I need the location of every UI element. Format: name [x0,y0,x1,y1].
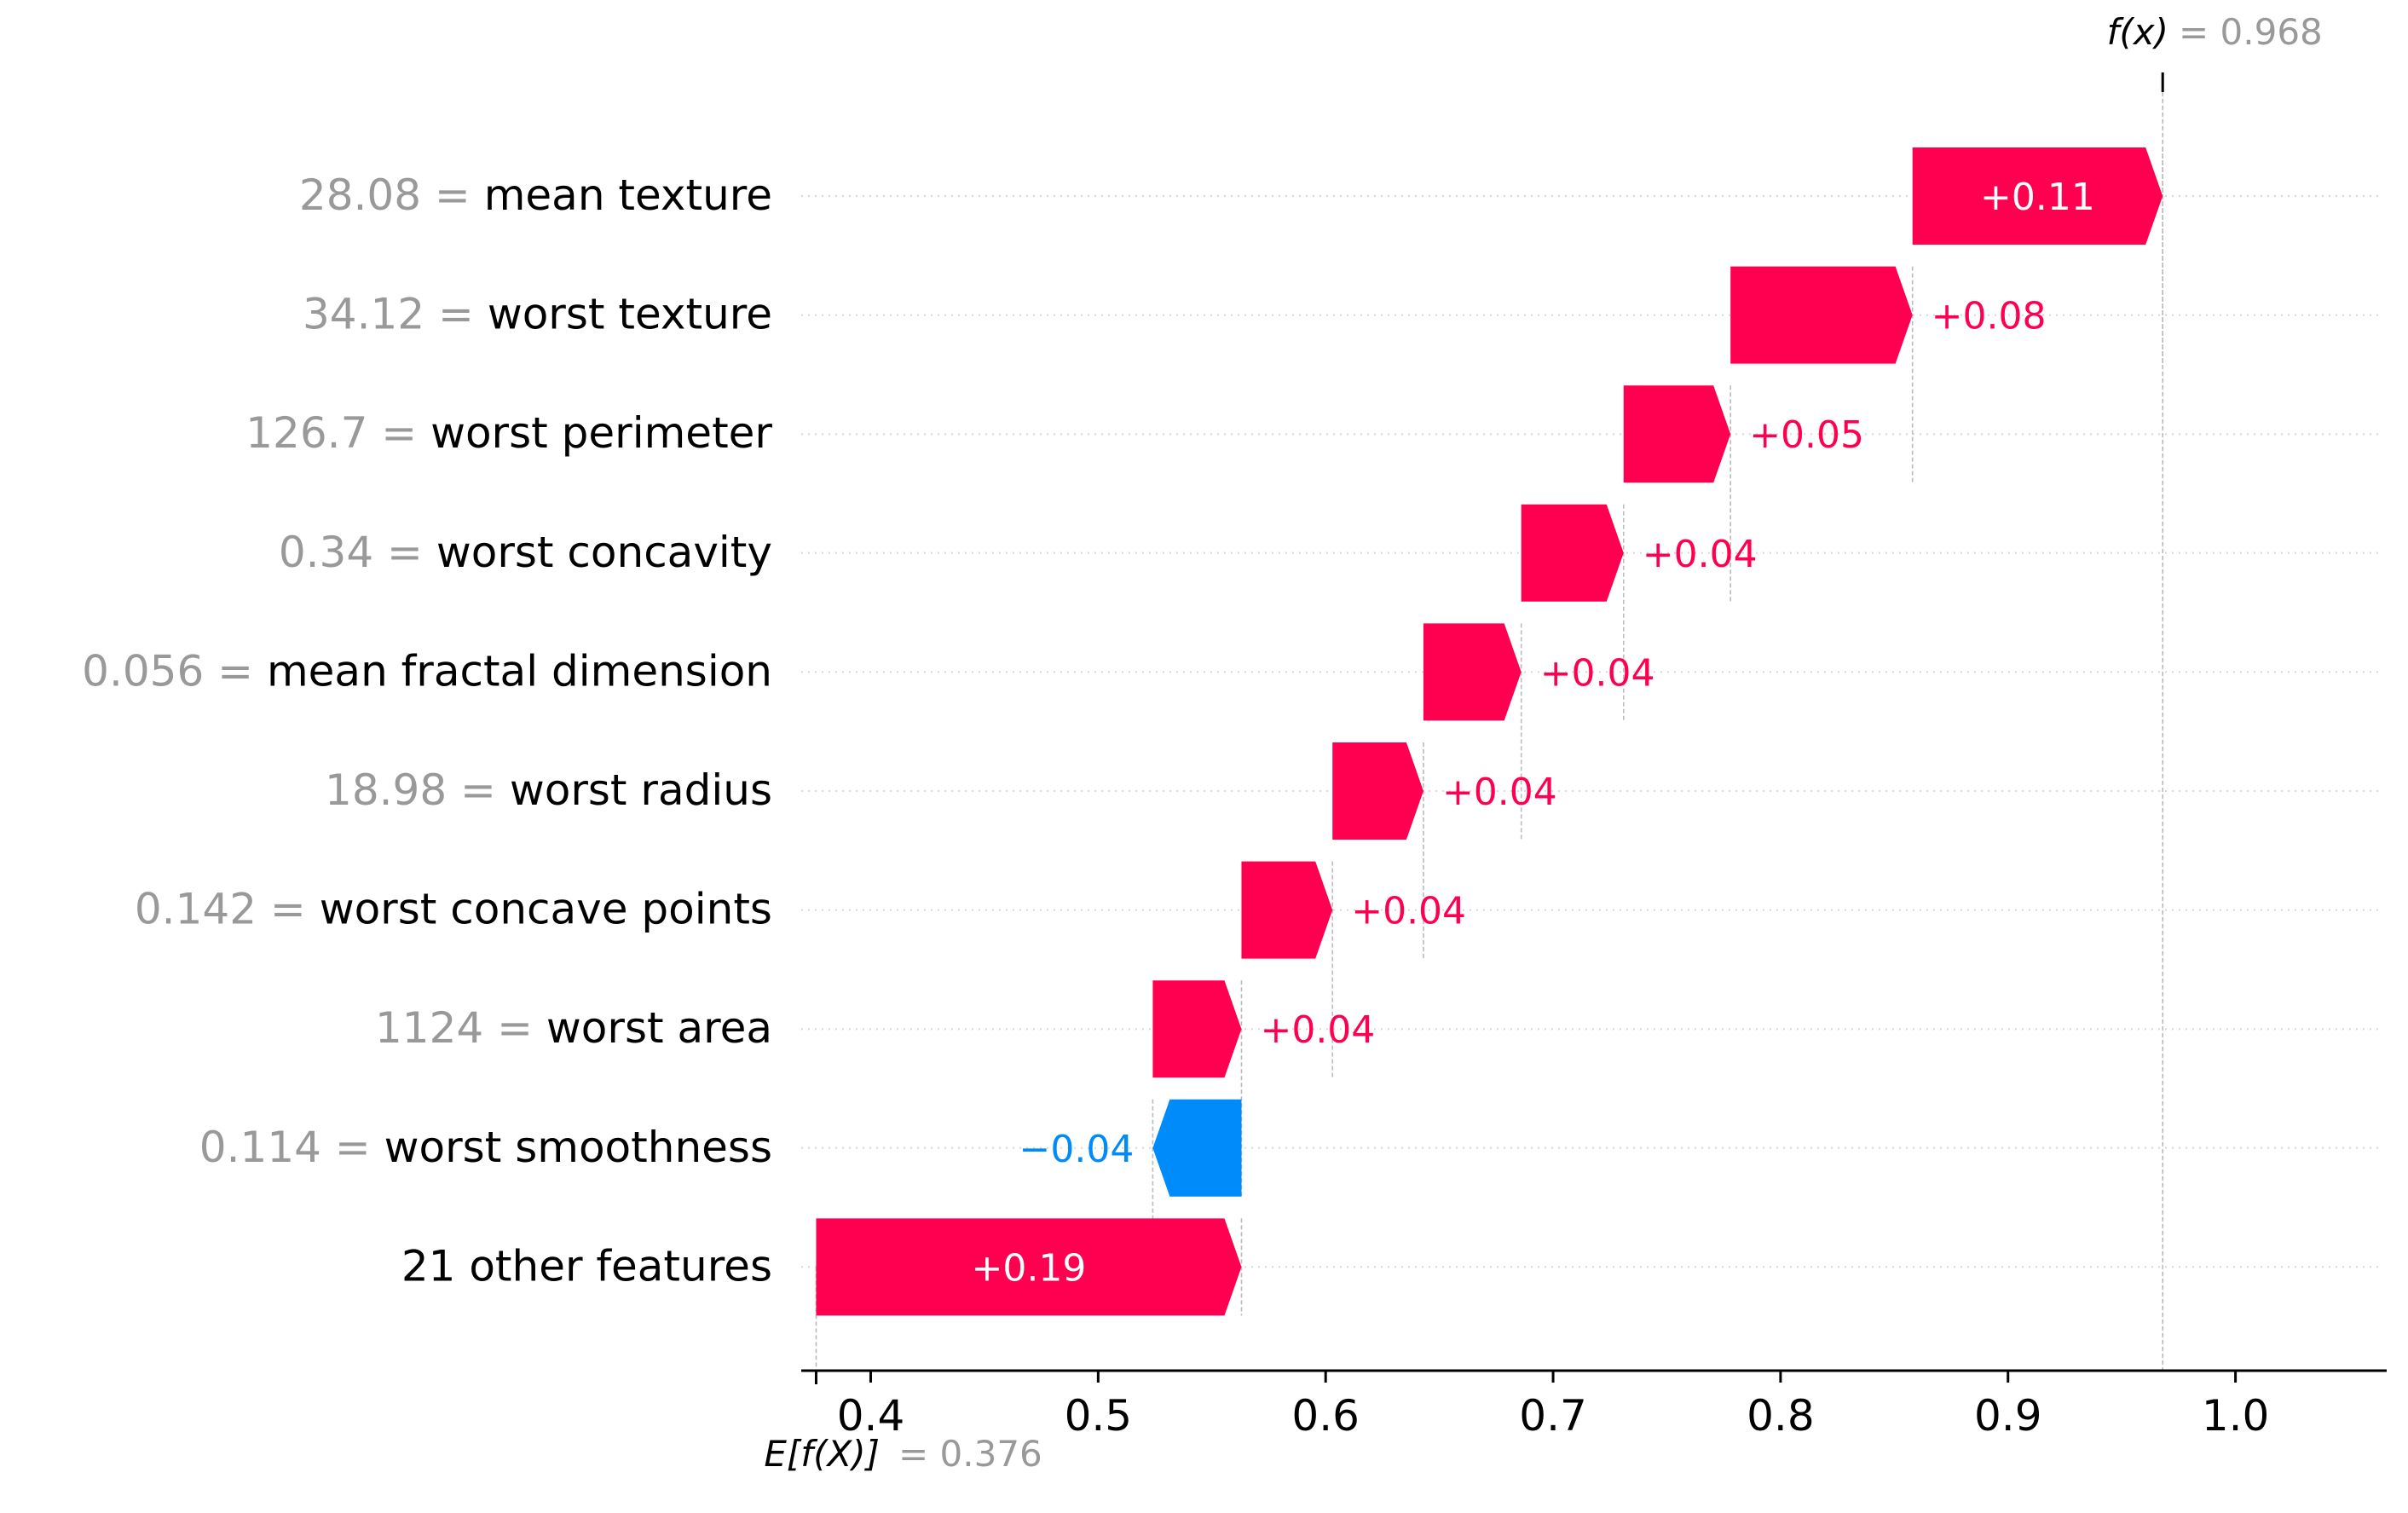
feature-name: worst texture [488,290,772,339]
contribution-labels: +0.11 +0.08 +0.05 +0.04 +0.04 +0.04 +0.04 +0.04… [972,176,2095,1290]
feature-label: 0.056 = mean fractal dimension [82,646,772,696]
feature-name: worst smoothness [384,1123,772,1172]
feature-name: mean texture [484,170,772,220]
feature-label: 21 other features [401,1241,772,1291]
contribution-label: −0.04 [1019,1128,1135,1171]
feature-label: 1124 = worst area [375,1003,772,1053]
waterfall-bar [1912,147,2163,245]
feature-name: worst concave points [320,885,772,934]
contribution-label: +0.04 [1260,1008,1375,1052]
feature-name: worst radius [510,765,772,815]
feature-value: 0.056 = [82,646,267,696]
feature-name: worst area [546,1003,772,1053]
feature-label: 126.7 = worst perimeter [245,408,772,458]
x-tick-label: 0.7 [1519,1391,1587,1441]
feature-name: mean fractal dimension [267,646,772,696]
waterfall-bar [1332,742,1423,840]
contribution-bars [816,147,2163,1316]
contribution-label: +0.04 [1442,771,1557,814]
feature-labels: 28.08 = mean texture 34.12 = worst textur… [82,170,772,1291]
connector-lines [815,78,2164,1371]
x-tick-label: 0.5 [1065,1391,1133,1441]
x-tick-label: 0.9 [1974,1391,2042,1441]
feature-label: 0.34 = worst concavity [279,528,772,577]
contribution-label: +0.19 [972,1246,1087,1290]
row-gridlines [801,195,2380,1268]
feature-value: 0.142 = [135,885,320,934]
contribution-label: +0.11 [1980,176,2095,219]
waterfall-bar [1152,1099,1242,1197]
contribution-label: +0.08 [1932,295,2047,338]
contribution-label: +0.04 [1643,533,1758,576]
waterfall-bar [1423,623,1522,721]
waterfall-bar [1730,266,1913,364]
feature-label: 34.12 = worst texture [303,290,772,339]
base-value-number: = 0.376 [898,1433,1042,1475]
feature-value: 28.08 = [299,170,484,220]
base-value-symbol: E[f(X)] [764,1433,880,1475]
output-value-label: f(x) [2107,11,2168,53]
output-value-number: = 0.968 [2179,11,2323,53]
feature-label: 18.98 = worst radius [325,765,772,815]
base-value-annotation: E[f(X)] = 0.376 [764,1433,1042,1475]
x-tick-label: 0.4 [837,1391,905,1441]
waterfall-bar [1241,861,1333,959]
feature-label: 0.142 = worst concave points [135,885,772,934]
feature-name: worst concavity [436,528,772,577]
contribution-label: +0.04 [1351,890,1466,933]
contribution-label: +0.04 [1540,651,1655,695]
feature-name: worst perimeter [430,408,772,458]
feature-label: 0.114 = worst smoothness [199,1123,772,1172]
x-tick-label: 0.6 [1291,1391,1360,1441]
waterfall-bar [1152,980,1242,1078]
x-axis: 0.4 0.5 0.6 0.7 0.8 0.9 1.0 [801,72,2387,1441]
output-value-symbol: f(x) [2107,11,2168,53]
feature-label: 28.08 = mean texture [299,170,772,220]
x-tick-label: 1.0 [2202,1391,2270,1441]
x-tick-label: 0.8 [1747,1391,1815,1441]
waterfall-bar [1623,385,1731,483]
feature-value: 34.12 = [303,290,488,339]
feature-value: 1124 = [375,1003,546,1053]
feature-value: 0.114 = [199,1123,384,1172]
feature-value: 0.34 = [279,528,436,577]
output-value-annotation: f(x) = 0.968 [2107,11,2323,53]
feature-name: 21 other features [401,1241,772,1291]
feature-value: 18.98 = [325,765,510,815]
waterfall-bar [816,1218,1242,1316]
feature-value: 126.7 = [245,408,430,458]
base-value-label: E[f(X)] [764,1433,880,1475]
contribution-label: +0.05 [1749,413,1864,457]
waterfall-bar [1521,504,1624,602]
